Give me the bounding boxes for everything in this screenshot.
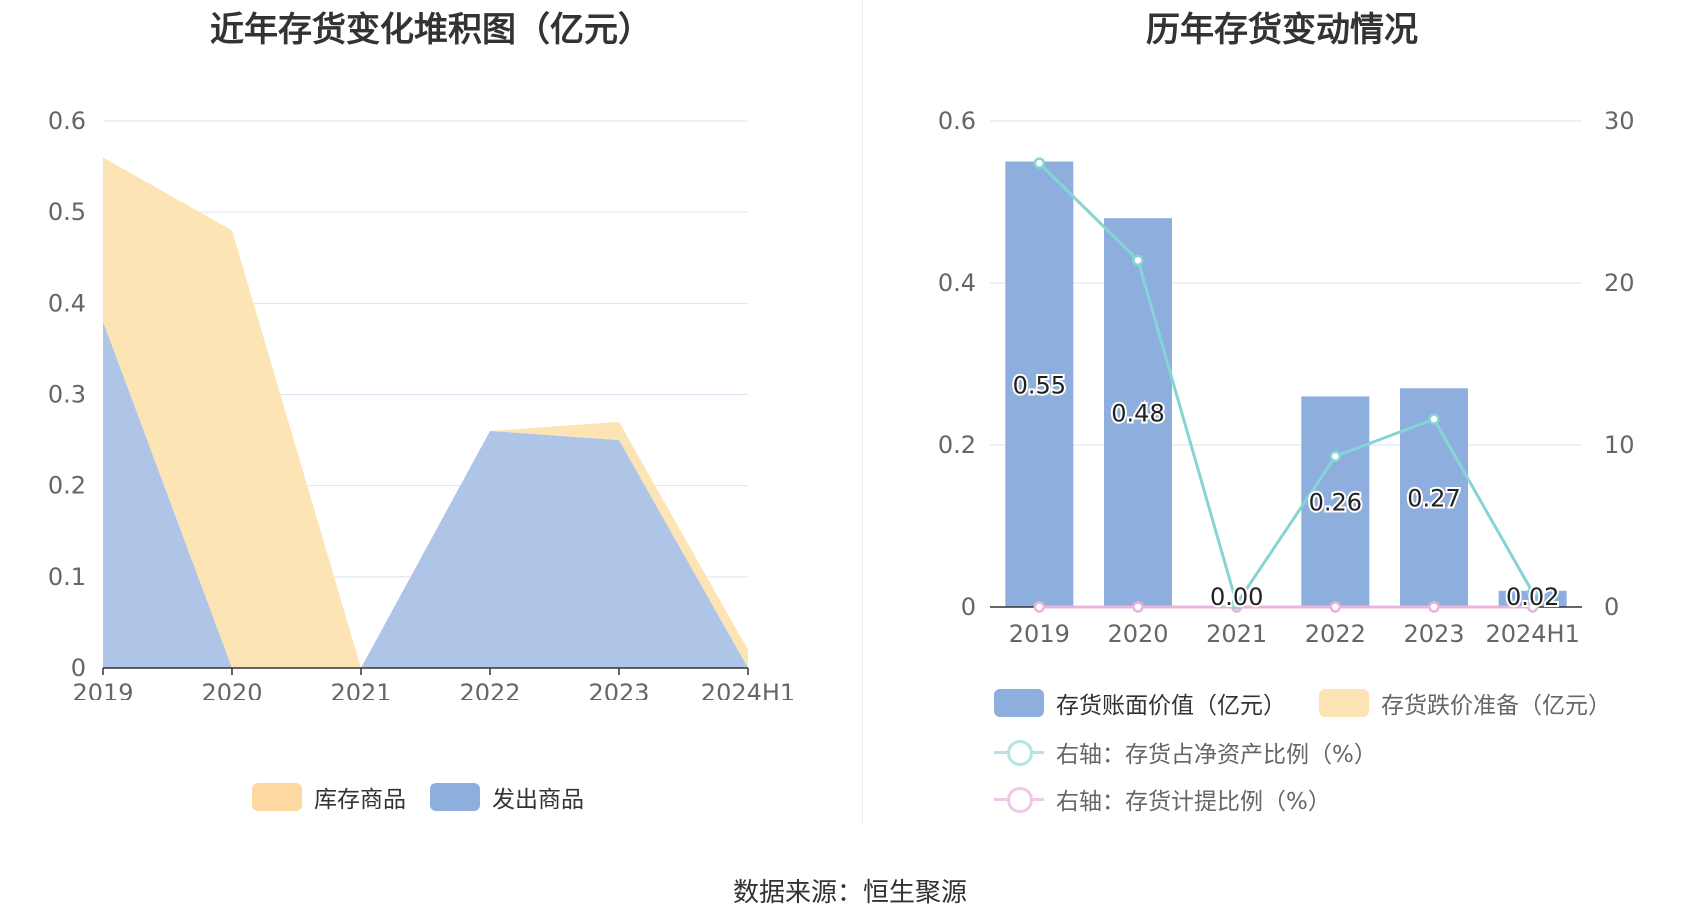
y-tick-label: 0.4 [48, 289, 86, 317]
point-asset-ratio [1329, 450, 1342, 463]
bar-book-value [1498, 590, 1567, 607]
y2-tick-label: 30 [1604, 107, 1635, 135]
point-provision-ratio [1428, 601, 1440, 613]
y-tick-label: 0.2 [938, 431, 976, 459]
panel-divider [862, 0, 863, 825]
legend-label: 右轴：存货计提比例（%） [1056, 789, 1331, 815]
y-tick-label: 0.4 [938, 269, 976, 297]
bar-book-value [1104, 218, 1172, 607]
bar-value-label: 0.27 [1407, 485, 1460, 513]
x-tick-label: 2023 [588, 679, 649, 700]
stacked-area-chart: 0 0.1 0.2 0.3 0.4 0.5 0.6 2019 2020 2021 2022 2023 2… [48, 107, 795, 700]
x-tick-label: 2019 [1009, 620, 1070, 648]
x-tick-label: 2022 [459, 679, 520, 700]
y2-tick-label: 20 [1604, 269, 1635, 297]
x-tick-label: 2020 [1107, 620, 1168, 648]
area-shipped [103, 321, 748, 668]
point-provision-ratio [1329, 601, 1342, 613]
legend-item-provision-ratio[interactable]: 右轴：存货计提比例（%） [994, 782, 1331, 816]
x-tick-label: 2019 [72, 679, 133, 700]
legend-label: 右轴：存货占净资产比例（%） [1056, 742, 1377, 768]
y-tick-label: 0.6 [48, 107, 86, 135]
point-asset-ratio [1132, 254, 1144, 267]
bar-value-label: 0.26 [1309, 489, 1362, 517]
y-tick-label: 0 [71, 654, 86, 682]
legend-label: 存货跌价准备（亿元） [1381, 693, 1611, 719]
bar-value-label: 0.55 [1013, 371, 1066, 399]
legend-item-shipped[interactable]: 发出商品 [430, 780, 584, 814]
point-provision-ratio [1033, 601, 1046, 613]
point-asset-ratio [1230, 598, 1243, 610]
y-tick-label: 0.1 [48, 563, 86, 591]
bar-value-label: 0.48 [1111, 400, 1164, 428]
x-tick-label: 2024H1 [1485, 620, 1579, 648]
legend-item-asset-ratio[interactable]: 右轴：存货占净资产比例（%） [994, 735, 1377, 769]
legend-label: 发出商品 [492, 787, 584, 813]
point-asset-ratio [1428, 413, 1440, 425]
point-provision-ratio [1526, 601, 1539, 613]
left-chart-title: 近年存货变化堆积图（亿元） [210, 10, 652, 50]
bar-line-chart: 0 0.2 0.4 0.6 0 10 20 30 2019 2020 2021 2022 2023 202… [938, 107, 1635, 648]
legend-label: 存货账面价值（亿元） [1056, 693, 1286, 719]
legend-label: 库存商品 [314, 787, 406, 813]
y-tick-label: 0.3 [48, 381, 86, 409]
point-asset-ratio [1033, 157, 1046, 169]
bar-value-label: 0.00 [1210, 583, 1263, 611]
right-chart-title: 历年存货变动情况 [1146, 10, 1418, 50]
x-tick-label: 2024H1 [701, 679, 795, 700]
provision-ratio-swatch [994, 785, 1044, 813]
y-tick-label: 0.2 [48, 472, 86, 500]
x-tick-label: 2020 [201, 679, 262, 700]
area-inventory [103, 157, 748, 668]
bar-value-label: 0.02 [1506, 583, 1559, 611]
point-asset-ratio [1526, 586, 1539, 599]
bar-book-value [1301, 396, 1370, 607]
x-tick-label: 2021 [1206, 620, 1267, 648]
book-value-swatch [994, 689, 1044, 717]
y2-tick-label: 0 [1604, 593, 1619, 621]
bar-book-value [1005, 161, 1074, 607]
asset-ratio-swatch [994, 738, 1044, 766]
shipped-swatch [430, 783, 480, 811]
y2-tick-label: 10 [1604, 431, 1635, 459]
right-chart-panel: 历年存货变动情况 0 0.2 0.4 0.6 0 10 20 30 2019 2020 2021 20… [864, 0, 1700, 830]
legend-item-book-value[interactable]: 存货账面价值（亿元） [994, 686, 1286, 720]
point-provision-ratio [1132, 601, 1144, 613]
legend-item-provision[interactable]: 存货跌价准备（亿元） [1319, 686, 1611, 720]
left-chart-panel: 近年存货变化堆积图（亿元） 0 0.1 0.2 0.3 0.4 0.5 0.6 2019 202… [0, 0, 862, 830]
provision-swatch [1319, 689, 1369, 717]
inventory-swatch [252, 783, 302, 811]
legend-item-inventory[interactable]: 库存商品 [252, 780, 406, 814]
data-source: 数据来源：恒生聚源 [732, 878, 967, 908]
x-tick-label: 2022 [1305, 620, 1366, 648]
x-tick-label: 2023 [1403, 620, 1464, 648]
y-tick-label: 0 [961, 593, 976, 621]
y-tick-label: 0.6 [938, 107, 976, 135]
line-asset-ratio [1038, 162, 1534, 608]
x-tick-label: 2021 [330, 679, 391, 700]
y-tick-label: 0.5 [48, 198, 86, 226]
